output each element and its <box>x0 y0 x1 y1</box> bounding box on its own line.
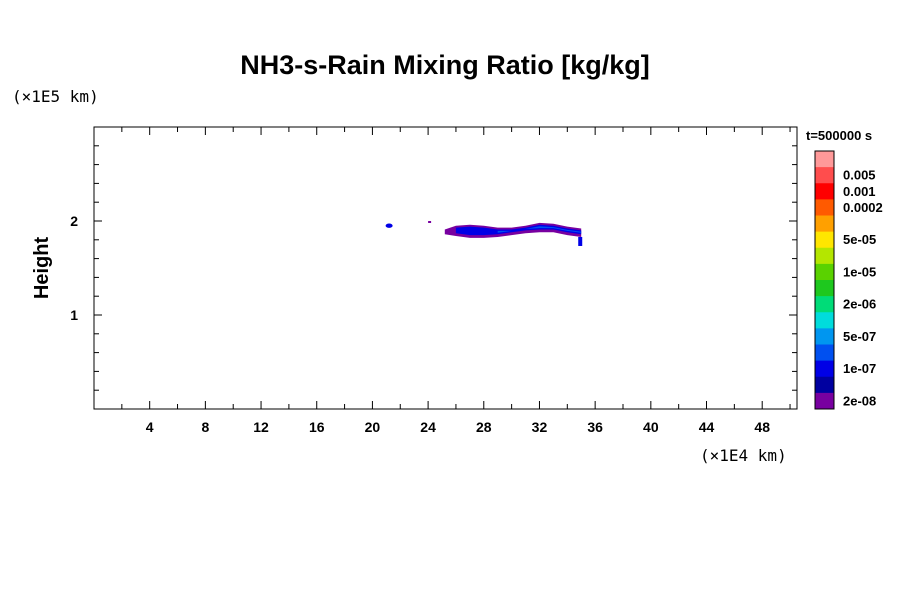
colorbar-label: 0.005 <box>843 168 876 183</box>
colorbar-swatch <box>815 328 834 345</box>
feature-blob <box>385 223 393 228</box>
x-tick-label: 12 <box>253 419 269 435</box>
y-tick-label: 1 <box>70 307 78 323</box>
colorbar-swatch <box>815 296 834 313</box>
colorbar-label: 0.0002 <box>843 200 883 215</box>
x-tick-label: 20 <box>365 419 381 435</box>
y-axis-label: Height <box>31 237 53 300</box>
colorbar-swatch <box>815 215 834 233</box>
colorbar-swatch <box>815 167 834 184</box>
y-unit-label: (×1E5 km) <box>12 87 99 106</box>
x-tick-label: 48 <box>754 419 770 435</box>
colorbar-swatch <box>815 280 834 297</box>
colorbar-swatch <box>815 344 834 362</box>
colorbar-swatch <box>815 199 834 216</box>
colorbar-swatch <box>815 247 834 265</box>
colorbar-swatch <box>815 263 834 281</box>
colorbar-swatch <box>815 183 834 200</box>
colorbar-label: 2e-08 <box>843 393 876 408</box>
feature-inner-band <box>497 226 582 233</box>
colorbar-label: 1e-07 <box>843 361 876 376</box>
x-tick-label: 8 <box>201 419 209 435</box>
colorbar-swatch <box>815 360 834 378</box>
colorbar-label: 0.001 <box>843 184 876 199</box>
x-tick-label: 16 <box>309 419 325 435</box>
x-tick-label: 36 <box>587 419 603 435</box>
x-unit-label: (×1E4 km) <box>700 446 787 465</box>
y-tick-label: 2 <box>70 213 78 229</box>
rain-feature <box>385 221 583 246</box>
chart-title: NH3-s-Rain Mixing Ratio [kg/kg] <box>240 50 650 80</box>
colorbar-swatch <box>815 231 834 249</box>
plot-area <box>93 126 798 410</box>
colorbar-swatch <box>815 376 834 394</box>
feature-blob <box>428 221 432 223</box>
colorbar-label: 1e-05 <box>843 264 876 279</box>
plot-frame <box>93 126 798 410</box>
x-tick-label: 40 <box>643 419 659 435</box>
time-label: t=500000 s <box>806 128 872 143</box>
x-tick-label: 4 <box>146 419 154 435</box>
colorbar-swatch <box>815 151 834 168</box>
feature-drip <box>578 236 583 246</box>
x-tick-label: 28 <box>476 419 492 435</box>
colorbar-swatch <box>815 312 834 329</box>
x-tick-label: 32 <box>532 419 548 435</box>
colorbar-swatch <box>815 392 834 410</box>
colorbar-label: 5e-05 <box>843 232 876 247</box>
x-tick-label: 24 <box>420 419 436 435</box>
x-tick-label: 44 <box>699 419 715 435</box>
colorbar-label: 2e-06 <box>843 297 876 312</box>
colorbar-frame <box>814 150 835 410</box>
colorbar-label: 5e-07 <box>843 329 876 344</box>
